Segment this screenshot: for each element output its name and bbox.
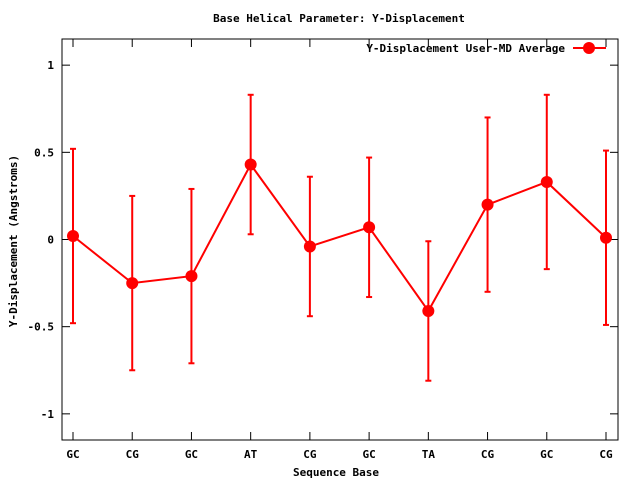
- x-tick-label: GC: [66, 448, 79, 461]
- data-point: [600, 231, 612, 244]
- y-tick-label: 0: [47, 234, 54, 247]
- data-point: [422, 304, 435, 317]
- x-tick-label: CG: [481, 448, 495, 461]
- data-point: [126, 277, 139, 290]
- data-point: [363, 221, 376, 234]
- y-tick-label: -1: [41, 408, 55, 421]
- data-point: [67, 230, 79, 243]
- data-point: [303, 240, 316, 253]
- x-tick-label: AT: [244, 448, 258, 461]
- legend: Y-Displacement User-MD Average: [366, 42, 606, 55]
- legend-marker: [583, 42, 595, 54]
- data-point: [185, 270, 198, 283]
- x-tick-label: GC: [540, 448, 553, 461]
- y-tick-label: 0.5: [34, 146, 54, 159]
- x-tick-label: TA: [422, 448, 436, 461]
- data-point: [244, 158, 257, 171]
- series-line: [72, 162, 607, 313]
- legend-label: Y-Displacement User-MD Average: [366, 42, 565, 55]
- x-tick-label: CG: [126, 448, 140, 461]
- data-point: [540, 175, 553, 188]
- x-tick-label: CG: [599, 448, 613, 461]
- data-point: [481, 198, 494, 211]
- x-tick-label: GC: [362, 448, 375, 461]
- series-group: [67, 158, 612, 317]
- y-axis: -1 -0.5 0 0.5 1: [28, 59, 618, 421]
- y-tick-label: -0.5: [28, 321, 55, 334]
- y-axis-label: Y-Displacement (Angstroms): [7, 155, 20, 327]
- y-tick-label: 1: [47, 59, 54, 72]
- chart-title: Base Helical Parameter: Y-Displacement: [213, 12, 465, 25]
- x-axis: GC CG GC AT CG GC TA CG GC CG: [66, 39, 613, 461]
- plot-frame: [61, 38, 619, 441]
- x-tick-label: GC: [185, 448, 198, 461]
- x-tick-label: CG: [303, 448, 317, 461]
- x-axis-label: Sequence Base: [293, 466, 379, 479]
